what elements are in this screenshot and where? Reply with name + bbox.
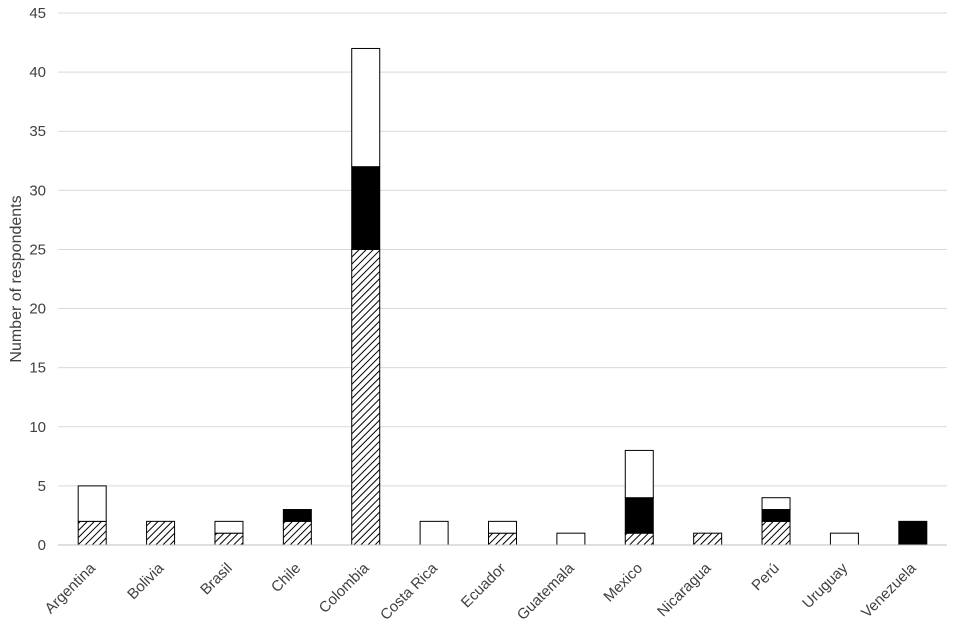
y-tick-label: 40 — [29, 64, 46, 81]
bar-segment-solid-black-mexico — [624, 497, 654, 534]
bar-segment-hatched-mexico — [624, 532, 654, 546]
x-category-label: Mexico — [600, 560, 646, 606]
bar-segment-hatched-bolivia — [146, 520, 176, 546]
y-tick-label: 25 — [29, 241, 46, 258]
bar-segment-white-perú — [761, 497, 791, 511]
x-axis-categories: Argentina Bolivia Brasil Chile Colombia Costa… — [42, 559, 921, 623]
y-tick-label: 20 — [29, 301, 46, 318]
y-tick-label: 45 — [29, 5, 46, 22]
bar-segment-solid-black-colombia — [351, 166, 381, 250]
bar-segment-hatched-ecuador — [488, 532, 517, 546]
bar-segment-white-guatemala — [556, 532, 586, 546]
x-category-label: Venezuela — [858, 559, 920, 621]
bar-segment-white-ecuador — [488, 520, 517, 534]
gridlines — [58, 12, 947, 487]
x-category-label: Bolivia — [124, 559, 168, 603]
y-tick-label: 10 — [29, 419, 46, 436]
bar-segment-hatched-colombia — [351, 248, 381, 546]
x-category-label: Uruguay — [799, 559, 851, 611]
x-category-label: Costa Rica — [377, 559, 441, 623]
bar-segment-solid-black-chile — [282, 509, 312, 522]
x-category-label: Nicaragua — [654, 559, 715, 620]
y-tick-label: 15 — [29, 360, 46, 377]
y-tick-label: 35 — [29, 123, 46, 140]
bar-segment-white-argentina — [77, 485, 107, 522]
y-axis-title: Number of respondents — [8, 195, 25, 362]
bar-segment-hatched-nicaragua — [693, 532, 723, 546]
bar-segment-hatched-perú — [761, 520, 791, 546]
y-tick-label: 30 — [29, 182, 46, 199]
bar-segment-white-costa-rica — [419, 520, 449, 546]
bar-segment-solid-black-perú — [761, 509, 791, 522]
x-category-label: Argentina — [42, 559, 100, 617]
bars — [77, 47, 928, 546]
bar-segment-white-colombia — [351, 47, 381, 168]
bar-segment-hatched-argentina — [77, 520, 107, 546]
bar-segment-white-brasil — [214, 520, 244, 534]
bar-segment-white-uruguay — [829, 532, 859, 546]
bar-segment-solid-black-venezuela — [898, 520, 928, 546]
y-tick-label: 0 — [38, 537, 46, 554]
x-category-label: Chile — [268, 560, 304, 596]
x-category-label: Perú — [748, 560, 782, 594]
x-category-label: Ecuador — [458, 560, 510, 612]
x-category-label: Brasil — [197, 560, 236, 599]
x-category-label: Guatemala — [514, 559, 578, 623]
x-category-label: Colombia — [316, 559, 373, 616]
bar-segment-hatched-chile — [282, 520, 312, 546]
y-tick-label: 5 — [38, 478, 46, 495]
y-axis-ticks: 0 5 10 15 20 25 30 35 40 45 — [29, 5, 46, 554]
bar-segment-hatched-brasil — [214, 532, 244, 546]
bar-segment-white-mexico — [624, 449, 654, 499]
